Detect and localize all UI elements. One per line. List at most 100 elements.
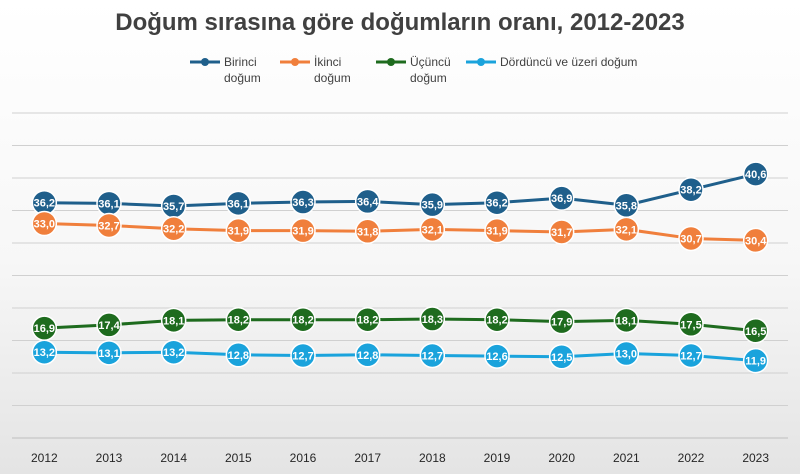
data-point xyxy=(225,342,252,368)
data-label: 12,7 xyxy=(292,350,313,362)
data-label: 17,5 xyxy=(680,319,701,331)
data-point xyxy=(678,176,704,203)
legend-marker xyxy=(387,58,395,66)
data-label: 35,7 xyxy=(163,201,184,213)
x-tick-label: 2012 xyxy=(31,451,58,465)
x-tick-label: 2022 xyxy=(678,451,705,465)
data-point xyxy=(548,308,575,335)
data-point xyxy=(613,307,640,334)
data-point xyxy=(160,339,187,365)
legend-marker xyxy=(201,58,209,66)
x-tick-label: 2013 xyxy=(96,451,123,465)
x-tick-label: 2015 xyxy=(225,451,252,465)
x-tick-label: 2017 xyxy=(354,451,381,465)
data-point xyxy=(160,307,187,334)
data-point xyxy=(290,306,316,333)
data-label: 32,7 xyxy=(98,220,119,232)
data-point xyxy=(742,227,769,254)
data-label: 18,1 xyxy=(163,315,184,327)
data-point xyxy=(419,216,446,243)
data-point xyxy=(548,219,575,245)
data-label: 36,3 xyxy=(292,197,313,209)
data-label: 18,2 xyxy=(486,315,507,327)
data-label: 13,1 xyxy=(98,348,119,360)
data-label: 36,2 xyxy=(486,198,507,210)
data-label: 16,9 xyxy=(34,323,55,335)
data-point xyxy=(742,347,769,374)
data-label: 32,1 xyxy=(422,224,443,236)
legend-label: Dördüncü ve üzeri doğum xyxy=(500,55,637,69)
data-label: 12,7 xyxy=(422,350,443,362)
x-tick-label: 2021 xyxy=(613,451,640,465)
data-label: 12,6 xyxy=(486,351,507,363)
data-point xyxy=(160,215,187,242)
data-label: 16,5 xyxy=(745,326,766,338)
series-line-1 xyxy=(44,222,756,242)
series-line-3 xyxy=(44,350,756,363)
data-point xyxy=(548,185,575,211)
data-label: 12,8 xyxy=(228,350,249,362)
data-point xyxy=(678,225,704,252)
data-label: 18,2 xyxy=(228,315,249,327)
data-label: 12,7 xyxy=(680,350,701,362)
data-label: 35,9 xyxy=(422,200,443,212)
data-point xyxy=(484,306,510,333)
data-point xyxy=(742,318,769,344)
legend-marker xyxy=(477,58,485,66)
data-point xyxy=(484,343,510,369)
data-label: 18,3 xyxy=(422,314,443,326)
x-axis-ticks: 2012 2013 2014 2015 2016 2017 2018 2019 2020 2021… xyxy=(31,451,769,465)
data-point xyxy=(290,189,316,215)
data-label: 36,2 xyxy=(34,198,55,210)
data-point xyxy=(613,216,640,243)
data-point xyxy=(484,217,510,244)
legend-label: doğum xyxy=(224,71,261,85)
data-point xyxy=(225,306,252,333)
data-point xyxy=(290,342,316,369)
data-point xyxy=(225,190,252,217)
data-label: 36,9 xyxy=(551,193,572,205)
x-tick-label: 2014 xyxy=(160,451,187,465)
data-point xyxy=(419,306,446,332)
data-label: 36,1 xyxy=(228,198,249,210)
data-label: 11,9 xyxy=(745,356,766,368)
data-point xyxy=(96,212,122,239)
legend: Birinci doğum İkinci doğum Üçüncü doğum Dördün… xyxy=(190,55,637,85)
data-label: 31,8 xyxy=(357,226,378,238)
data-label: 32,2 xyxy=(163,224,184,236)
x-tick-label: 2023 xyxy=(742,451,769,465)
data-point xyxy=(354,306,381,333)
data-label: 36,1 xyxy=(98,198,119,210)
data-label: 40,6 xyxy=(745,169,766,181)
data-point xyxy=(290,217,316,244)
data-label: 38,2 xyxy=(680,185,701,197)
data-label: 17,4 xyxy=(98,320,120,332)
data-label: 17,9 xyxy=(551,317,572,329)
data-label: 18,2 xyxy=(292,315,313,327)
legend-label: doğum xyxy=(314,71,351,85)
data-point xyxy=(96,312,122,338)
data-label: 13,2 xyxy=(163,347,184,359)
series-lines xyxy=(44,172,757,363)
data-label: 12,5 xyxy=(551,352,572,364)
data-point xyxy=(354,218,381,245)
data-point xyxy=(678,311,704,337)
data-point xyxy=(96,340,122,366)
data-label: 33,0 xyxy=(34,219,55,231)
data-point xyxy=(419,342,446,369)
series-line-0 xyxy=(44,172,757,208)
x-tick-label: 2018 xyxy=(419,451,446,465)
data-label: 35,8 xyxy=(616,200,637,212)
data-label: 32,1 xyxy=(616,224,637,236)
legend-marker xyxy=(291,58,299,66)
data-markers: 36,2 36,1 35,7 36,1 36,3 36,4 35,9 36,2 36,9 35,8… xyxy=(31,161,769,374)
legend-label: İkinci xyxy=(314,55,341,69)
data-point xyxy=(31,210,58,237)
data-label: 13,0 xyxy=(616,349,637,361)
data-label: 31,9 xyxy=(486,226,507,238)
data-point xyxy=(225,217,252,244)
data-point xyxy=(613,340,640,367)
data-point xyxy=(742,161,769,187)
